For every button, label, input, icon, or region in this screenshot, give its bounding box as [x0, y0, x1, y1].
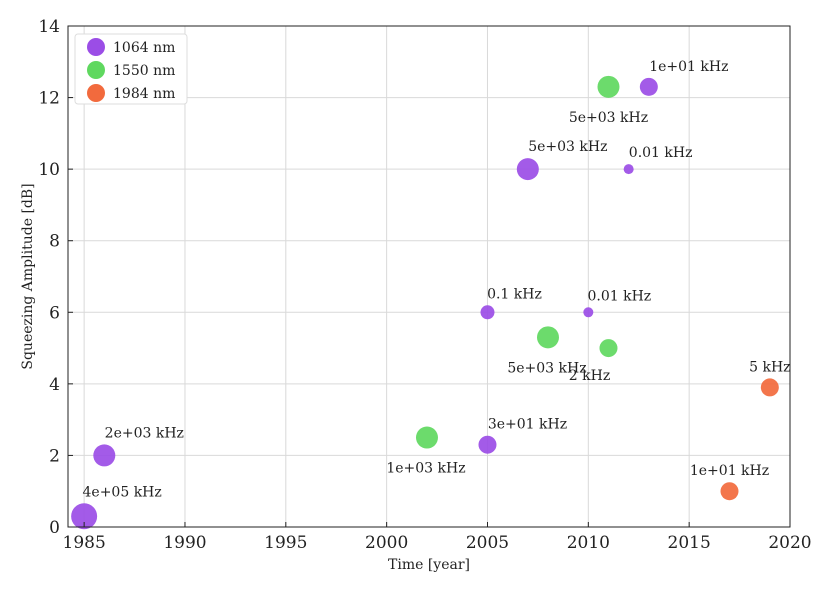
axis-ticks: 1985 1990 1995 2000 2005 2010 2015 2020 0 2 4 6 8 10 1…: [38, 17, 811, 553]
legend-marker: [87, 38, 105, 56]
x-tick-label: 1990: [163, 533, 206, 553]
data-label: 0.1 kHz: [487, 286, 542, 302]
x-tick-label: 1995: [264, 533, 307, 553]
data-labels: 4e+05 kHz 2e+03 kHz 3e+01 kHz 0.1 kHz 5e+03 …: [83, 59, 791, 500]
legend-marker: [87, 61, 105, 79]
data-label: 1e+03 kHz: [386, 461, 465, 477]
y-tick-label: 2: [49, 446, 60, 466]
data-point: [583, 307, 594, 318]
data-label: 0.01 kHz: [587, 288, 651, 304]
legend-entry: 1064 nm: [113, 40, 175, 56]
y-tick-label: 10: [38, 160, 60, 180]
data-point: [480, 305, 495, 320]
data-label: 0.01 kHz: [629, 145, 693, 161]
plot-frame: [67, 25, 791, 528]
data-label: 5 kHz: [749, 359, 790, 375]
x-tick-label: 2005: [466, 533, 509, 553]
data-point: [71, 503, 98, 530]
x-tick-label: 1985: [63, 533, 106, 553]
legend: 1064 nm 1550 nm 1984 nm: [74, 33, 188, 105]
data-label: 4e+05 kHz: [83, 484, 162, 500]
x-tick-label: 2015: [668, 533, 711, 553]
data-label: 3e+01 kHz: [488, 417, 567, 433]
legend-entry: 1984 nm: [113, 86, 175, 102]
data-point: [760, 378, 779, 397]
data-point: [623, 164, 634, 175]
data-points: [71, 75, 779, 530]
data-label: 2e+03 kHz: [105, 425, 184, 441]
data-point: [478, 435, 497, 454]
data-label: 5e+03 kHz: [507, 360, 586, 376]
data-label: 5e+03 kHz: [528, 139, 607, 155]
data-point: [597, 75, 620, 98]
y-tick-label: 4: [49, 375, 60, 395]
data-point: [536, 326, 559, 349]
x-axis-label: Time [year]: [388, 557, 470, 573]
data-point: [639, 77, 658, 96]
data-point: [93, 444, 116, 467]
data-label: 5e+03 kHz: [569, 110, 648, 126]
x-tick-label: 2020: [768, 533, 811, 553]
data-point: [415, 426, 438, 449]
data-point: [516, 158, 539, 181]
data-point: [720, 482, 739, 501]
y-axis-label: Squeezing Amplitude [dB]: [20, 183, 36, 369]
x-tick-label: 2000: [365, 533, 408, 553]
grid: [68, 25, 791, 528]
y-tick-label: 6: [49, 303, 60, 323]
y-tick-label: 8: [49, 232, 60, 252]
legend-entry: 1550 nm: [113, 63, 175, 79]
data-label: 1e+01 kHz: [649, 59, 728, 75]
y-tick-label: 0: [49, 518, 60, 538]
legend-marker: [87, 84, 105, 102]
data-label: 1e+01 kHz: [690, 463, 769, 479]
y-tick-label: 14: [38, 17, 60, 37]
data-point: [599, 339, 618, 358]
y-tick-label: 12: [38, 89, 60, 109]
x-tick-label: 2010: [567, 533, 610, 553]
data-label: 2 kHz: [569, 368, 610, 384]
